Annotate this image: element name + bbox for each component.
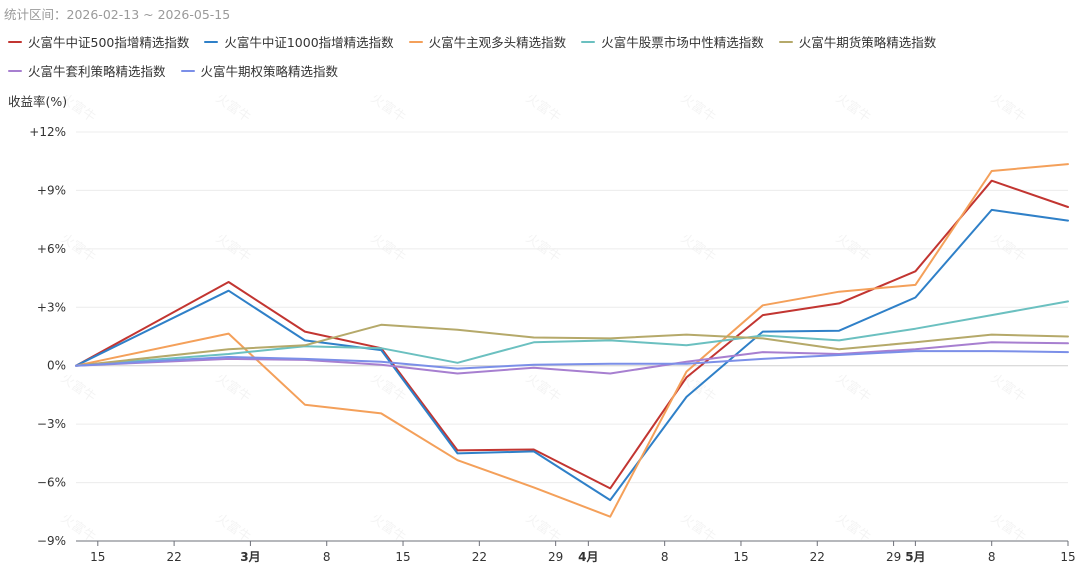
watermark-text: 火富牛 xyxy=(368,510,409,545)
legend-swatch xyxy=(8,69,22,72)
legend-swatch xyxy=(408,40,423,43)
legend-item-5[interactable]: 火富牛期货策略精选指数 xyxy=(778,32,937,51)
series-line-5 xyxy=(75,323,1069,367)
chart-legend: 火富牛中证500指增精选指数 火富牛中证1000指增精选指数 火富牛主观多头精选指数… xyxy=(8,32,1078,80)
watermark-text: 火富牛 xyxy=(213,230,254,265)
series-line-1 xyxy=(75,179,1069,490)
legend-swatch xyxy=(8,40,22,43)
y-tick-label: +3% xyxy=(37,300,66,314)
x-tick-label: 8 xyxy=(988,550,996,564)
legend-label: 火富牛中证500指增精选指数 xyxy=(28,35,190,50)
y-tick-label: −9% xyxy=(37,534,66,548)
legend-label: 火富牛期权策略精选指数 xyxy=(200,64,339,79)
legend-item-1[interactable]: 火富牛中证500指增精选指数 xyxy=(8,32,189,51)
y-axis-label: 收益率(%) xyxy=(8,94,67,109)
legend-label: 火富牛主观多头精选指数 xyxy=(428,35,567,50)
legend-label: 火富牛股票市场中性精选指数 xyxy=(601,35,764,50)
y-tick-label: +9% xyxy=(37,183,66,197)
legend-item-6[interactable]: 火富牛套利策略精选指数 xyxy=(8,61,166,80)
watermark-text: 火富牛 xyxy=(58,370,99,405)
x-tick-label: 15 xyxy=(1060,550,1075,564)
x-tick-label: 8 xyxy=(661,550,669,564)
y-tick-label: −6% xyxy=(37,476,66,490)
y-tick-label: −3% xyxy=(37,417,66,431)
x-tick-label: 15 xyxy=(90,550,105,564)
watermark-text: 火富牛 xyxy=(523,510,564,545)
series-line-2 xyxy=(75,208,1069,502)
x-tick-label: 4月 xyxy=(578,550,598,564)
watermark-text: 火富牛 xyxy=(988,370,1029,405)
watermark-text: 火富牛 xyxy=(833,90,874,125)
watermark-text: 火富牛 xyxy=(988,230,1029,265)
x-tick-label: 22 xyxy=(472,550,487,564)
watermark-text: 火富牛 xyxy=(678,230,719,265)
legend-swatch xyxy=(778,40,793,43)
watermark-text: 火富牛 xyxy=(988,90,1029,125)
stat-range-label: 统计区间：2026-02-13 ~ 2026-05-15 xyxy=(4,7,231,22)
watermark-text: 火富牛 xyxy=(213,510,254,545)
series-line-7 xyxy=(75,350,1069,370)
x-tick-label: 22 xyxy=(810,550,825,564)
x-tick-label: 29 xyxy=(886,550,901,564)
watermark-text: 火富牛 xyxy=(523,230,564,265)
watermark-text: 火富牛 xyxy=(678,90,719,125)
watermark-text: 火富牛 xyxy=(368,230,409,265)
watermark-text: 火富牛 xyxy=(368,90,409,125)
series-line-3 xyxy=(75,163,1069,518)
legend-item-3[interactable]: 火富牛主观多头精选指数 xyxy=(408,32,567,51)
watermark-text: 火富牛 xyxy=(213,370,254,405)
watermark-text: 火富牛 xyxy=(833,510,874,545)
watermark-text: 火富牛 xyxy=(523,370,564,405)
x-tick-label: 8 xyxy=(323,550,331,564)
watermark-text: 火富牛 xyxy=(833,230,874,265)
x-tick-label: 15 xyxy=(395,550,410,564)
legend-label: 火富牛中证1000指增精选指数 xyxy=(224,35,394,50)
x-tick-label: 3月 xyxy=(240,550,260,564)
legend-item-7[interactable]: 火富牛期权策略精选指数 xyxy=(180,61,339,80)
y-tick-label: 0% xyxy=(47,359,66,373)
legend-swatch xyxy=(581,40,596,43)
legend-label: 火富牛期货策略精选指数 xyxy=(798,35,937,50)
legend-item-2[interactable]: 火富牛中证1000指增精选指数 xyxy=(204,32,394,51)
watermark-text: 火富牛 xyxy=(988,510,1029,545)
x-tick-label: 29 xyxy=(548,550,563,564)
legend-swatch xyxy=(204,40,219,43)
y-tick-label: +6% xyxy=(37,242,66,256)
watermark-text: 火富牛 xyxy=(833,370,874,405)
legend-item-4[interactable]: 火富牛股票市场中性精选指数 xyxy=(581,32,764,51)
legend-label: 火富牛套利策略精选指数 xyxy=(28,64,166,79)
x-tick-label: 15 xyxy=(733,550,748,564)
legend-swatch xyxy=(180,69,195,72)
watermark-text: 火富牛 xyxy=(523,90,564,125)
watermark-text: 火富牛 xyxy=(213,90,254,125)
watermark-text: 火富牛 xyxy=(678,510,719,545)
x-tick-label: 5月 xyxy=(905,550,925,564)
x-tick-label: 22 xyxy=(166,550,181,564)
watermark-layer: 火富牛火富牛火富牛火富牛火富牛火富牛火富牛火富牛火富牛火富牛火富牛火富牛火富牛火… xyxy=(58,90,1029,545)
y-tick-label: +12% xyxy=(29,125,66,139)
